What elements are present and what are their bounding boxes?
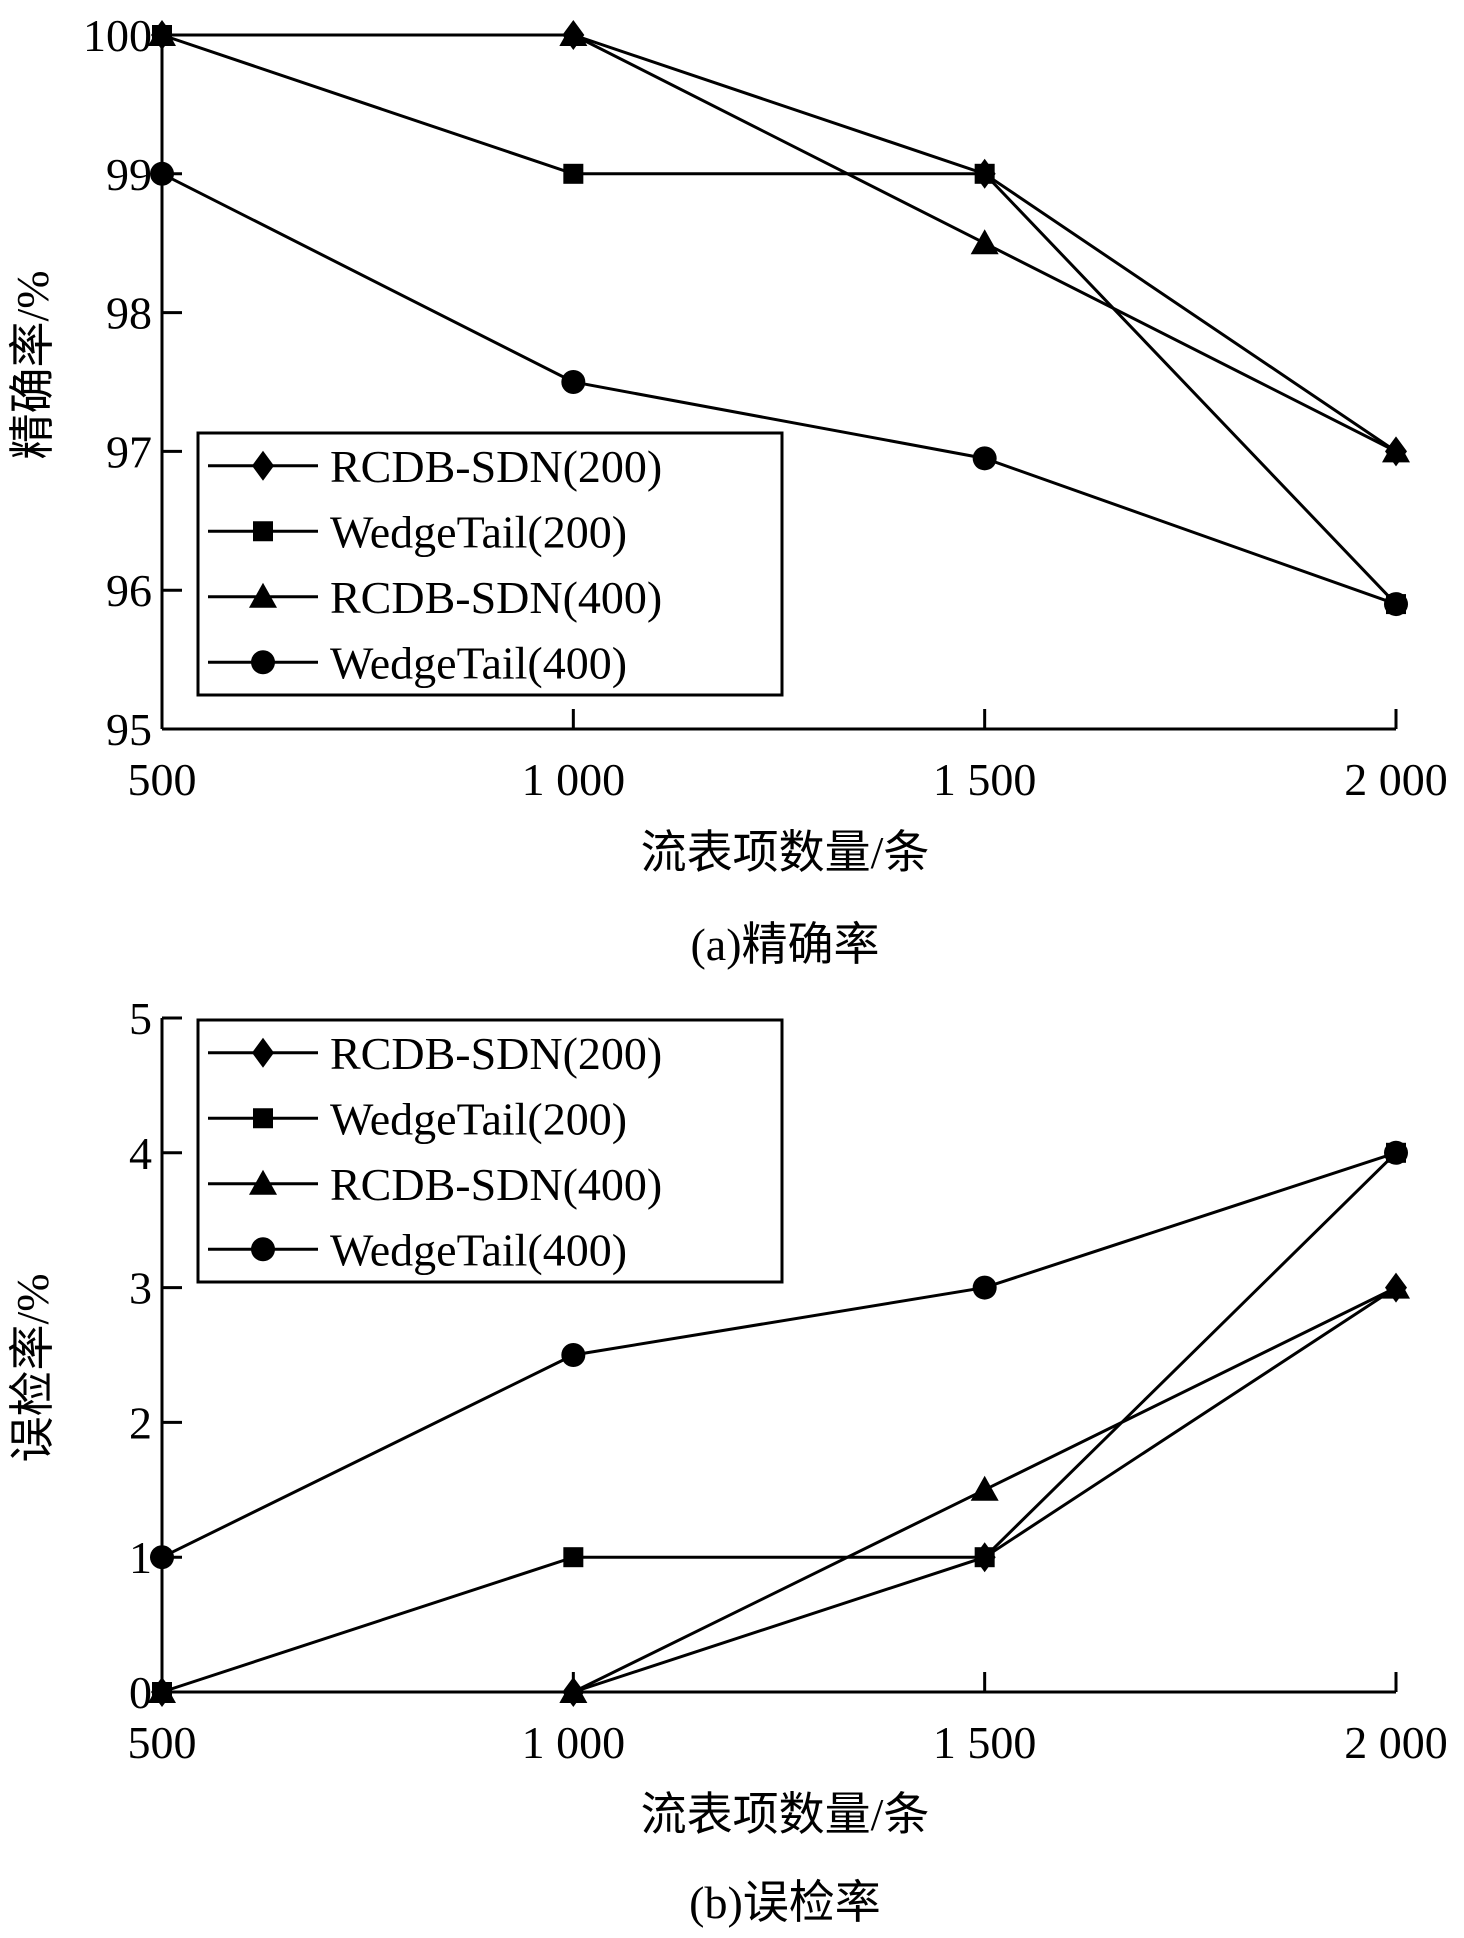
accuracy-legend-label: RCDB-SDN(400)	[330, 572, 662, 623]
accuracy-y-tick-label: 97	[106, 426, 152, 477]
accuracy-legend: RCDB-SDN(200) WedgeTail(200) RCDB-SDN(400)…	[196, 431, 784, 697]
accuracy-series-2-point	[1382, 437, 1410, 463]
false-detection-series-3-point	[972, 1275, 997, 1300]
false-detection-legend-label: WedgeTail(400)	[330, 1224, 627, 1275]
accuracy-x-tick-label: 500	[128, 754, 197, 805]
false-detection-series-3-point	[561, 1343, 586, 1367]
accuracy-caption: (a)精确率	[690, 919, 879, 970]
false-detection-y-tick-label: 4	[129, 1128, 152, 1179]
accuracy-legend-label: WedgeTail(400)	[330, 637, 627, 688]
accuracy-series-1-point	[974, 163, 995, 184]
accuracy-x-tick-label: 1 000	[522, 754, 626, 805]
false-detection-chart: 0 1 2 3 4 5 500 1 000 1 500 2 000 RCDB-SDN(200) We…	[7, 993, 1448, 1928]
accuracy-y-tick-label: 95	[106, 704, 152, 755]
false-detection-axes: 0 1 2 3 4 5 500 1 000 1 500 2 000	[128, 993, 1448, 1768]
false-detection-y-tick-label: 0	[129, 1667, 152, 1718]
accuracy-series-2-point	[559, 21, 588, 46]
accuracy-series-2-point	[970, 229, 999, 255]
accuracy-axes: 95 96 97 98 99 100 500 1 000 1 500 2 000	[83, 10, 1448, 805]
accuracy-x-tick-label: 1 500	[933, 754, 1037, 805]
accuracy-y-tick-label: 99	[106, 149, 152, 200]
false-detection-series-1-point	[974, 1547, 995, 1568]
accuracy-legend-marker	[253, 521, 273, 542]
accuracy-y-tick-label: 98	[106, 288, 152, 339]
accuracy-y-tick-label: 100	[83, 10, 152, 61]
false-detection-x-tick-label: 1 000	[522, 1717, 626, 1768]
accuracy-legend-marker	[249, 582, 277, 608]
false-detection-legend-marker	[249, 1169, 277, 1195]
accuracy-y-tick-label: 96	[106, 565, 152, 616]
false-detection-series-3-point	[1384, 1140, 1408, 1165]
false-detection-series-line-1	[161, 1151, 1398, 1694]
accuracy-series-3-point	[972, 446, 997, 471]
accuracy-series-group	[148, 20, 1410, 617]
accuracy-legend-marker	[252, 450, 274, 481]
false-detection-y-axis-label: 误检率/%	[7, 1273, 58, 1462]
accuracy-series-1-point	[563, 163, 584, 184]
false-detection-legend-marker	[251, 1237, 275, 1262]
false-detection-y-tick-label: 1	[129, 1532, 152, 1583]
false-detection-y-tick-label: 3	[129, 1263, 152, 1314]
false-detection-series-line-3	[161, 1151, 1397, 1559]
accuracy-series-3-point	[1384, 592, 1408, 617]
accuracy-legend-label: WedgeTail(200)	[330, 506, 627, 557]
false-detection-x-tick-label: 500	[128, 1717, 197, 1768]
accuracy-series-line-1	[161, 33, 1398, 606]
accuracy-y-axis-label: 精确率/%	[7, 270, 58, 459]
false-detection-series-2-point	[1382, 1273, 1410, 1299]
false-detection-y-tick-label: 2	[129, 1397, 152, 1448]
false-detection-legend-label: WedgeTail(200)	[330, 1093, 627, 1144]
false-detection-legend: RCDB-SDN(200) WedgeTail(200) RCDB-SDN(400)…	[196, 1018, 784, 1284]
accuracy-x-tick-label: 2 000	[1344, 754, 1448, 805]
accuracy-series-3-point	[561, 370, 586, 394]
false-detection-legend-label: RCDB-SDN(400)	[330, 1159, 662, 1210]
accuracy-legend-marker	[251, 650, 275, 675]
accuracy-chart: 95 96 97 98 99 100 500 1 000 1 500 2 000 RCDB-SDN…	[7, 10, 1448, 970]
accuracy-legend-box	[196, 431, 784, 697]
false-detection-x-axis-label: 流表项数量/条	[641, 1789, 930, 1840]
false-detection-x-tick-label: 2 000	[1344, 1717, 1448, 1768]
false-detection-series-1-point	[563, 1547, 584, 1568]
false-detection-legend-label: RCDB-SDN(200)	[330, 1028, 662, 1079]
accuracy-series-line-3	[161, 172, 1397, 606]
false-detection-legend-marker	[253, 1108, 273, 1129]
false-detection-caption: (b)误检率	[689, 1877, 881, 1928]
accuracy-series-line-2	[162, 33, 1397, 453]
false-detection-series-2-point	[970, 1475, 999, 1501]
false-detection-y-tick-label: 5	[129, 993, 152, 1044]
false-detection-legend-box	[196, 1018, 784, 1284]
accuracy-legend-label: RCDB-SDN(200)	[330, 441, 662, 492]
false-detection-legend-marker	[252, 1037, 274, 1068]
false-detection-x-tick-label: 1 500	[933, 1717, 1037, 1768]
accuracy-x-axis-label: 流表项数量/条	[641, 827, 930, 878]
